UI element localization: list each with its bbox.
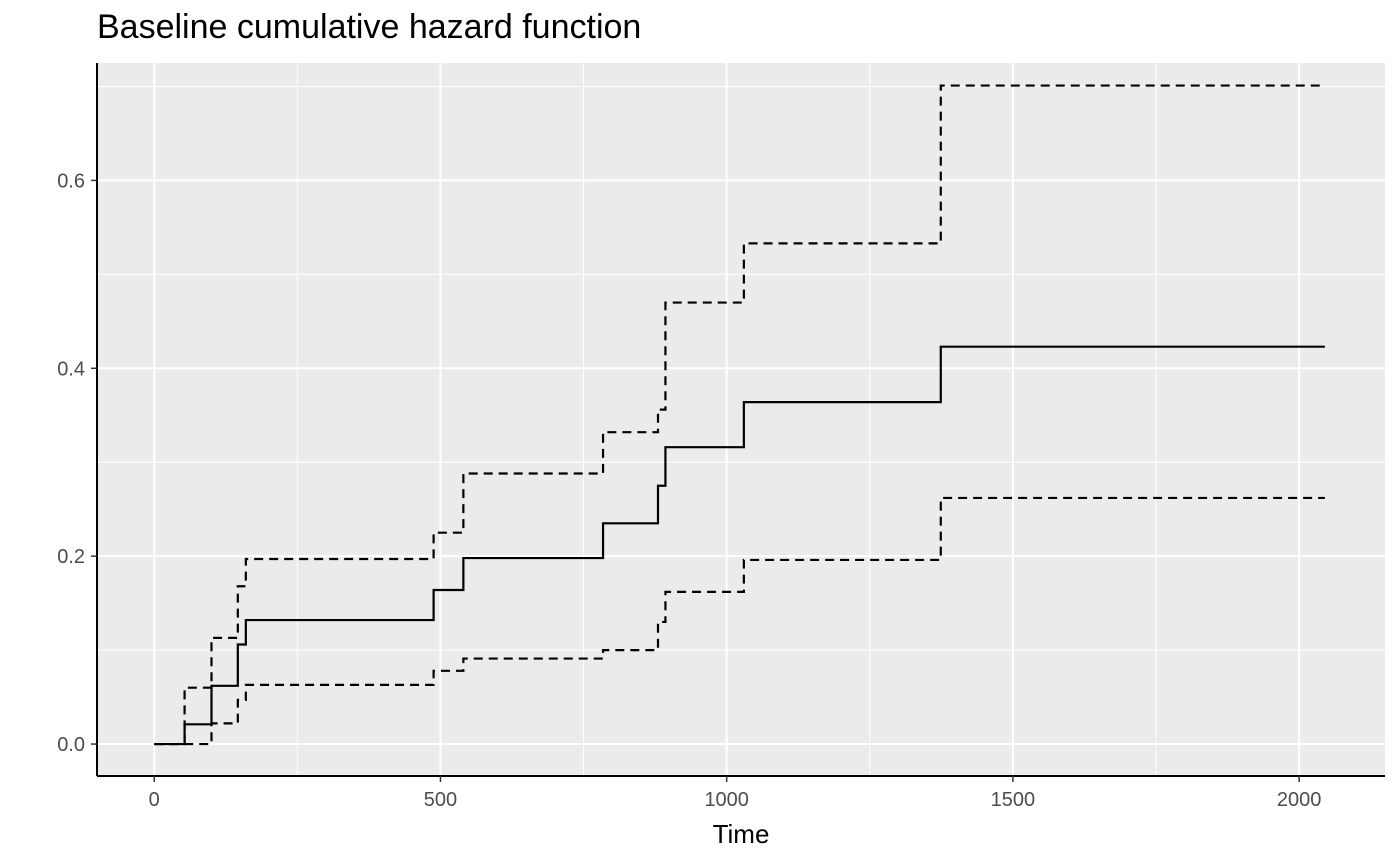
x-tick-label: 2000 — [1277, 789, 1322, 811]
confidence-bound-line-1 — [154, 84, 1325, 746]
chart-title: Baseline cumulative hazard function — [97, 8, 642, 46]
confidence-bound-line-2 — [154, 496, 1325, 746]
y-tick-label: 0.4 — [57, 358, 85, 380]
axes-layer — [96, 63, 1385, 777]
y-tick-label: 0.6 — [57, 170, 85, 192]
x-tick-label: 500 — [424, 789, 457, 811]
minor-gridlines — [97, 63, 1385, 776]
major-gridlines — [97, 63, 1385, 776]
x-tick-label: 1000 — [704, 789, 749, 811]
y-axis-ticks: 0.0 0.2 0.4 0.6 — [57, 170, 97, 756]
plot-panel — [97, 63, 1385, 776]
x-axis-ticks: 0 500 1000 1500 2000 — [149, 776, 1322, 811]
y-tick-label: 0.0 — [57, 734, 85, 756]
x-axis-title: Time — [713, 819, 770, 849]
y-tick-label: 0.2 — [57, 546, 85, 568]
x-tick-label: 1500 — [991, 789, 1036, 811]
x-tick-label: 0 — [149, 789, 160, 811]
cumulative-hazard-line — [154, 345, 1325, 746]
series-layer — [154, 84, 1325, 746]
